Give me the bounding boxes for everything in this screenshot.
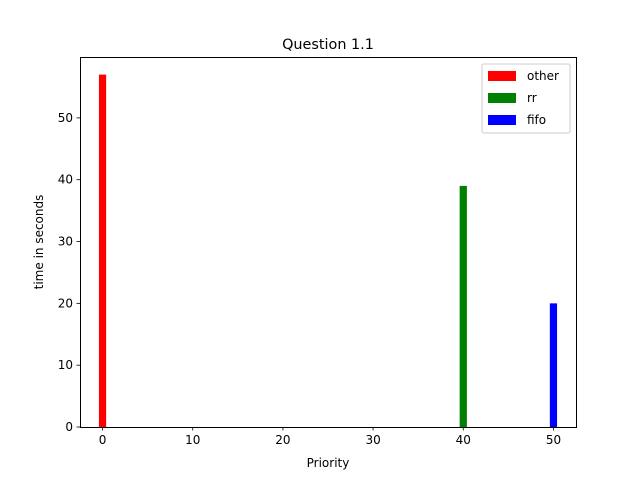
y-tick-label-5: 50	[58, 111, 73, 125]
legend-swatch-fifo	[488, 115, 516, 125]
y-axis-label: time in seconds	[32, 195, 46, 290]
plot-frame	[80, 57, 577, 428]
y-tick-label-4: 40	[58, 173, 73, 187]
bar-other-0	[98, 74, 107, 427]
legend-swatch-other	[488, 71, 516, 81]
x-tick-label-3: 30	[365, 433, 380, 447]
bar-fifo-0	[549, 303, 558, 427]
x-tick-label-0: 0	[99, 433, 107, 447]
legend: other rr fifo	[481, 63, 571, 134]
x-tick-label-4: 40	[456, 433, 471, 447]
y-axis-ticks: 0 10 20 30 40 50	[58, 111, 80, 434]
bars-layer	[98, 74, 558, 427]
legend-label-fifo: fifo	[527, 113, 546, 127]
chart-title: Question 1.1	[282, 37, 374, 53]
x-tick-label-5: 50	[546, 433, 561, 447]
legend-label-rr: rr	[527, 91, 537, 105]
y-tick-label-1: 10	[58, 358, 73, 372]
legend-swatch-rr	[488, 93, 516, 103]
x-axis-ticks: 0 10 20 30 40 50	[99, 427, 561, 447]
bar-rr-0	[459, 185, 467, 427]
x-tick-label-2: 20	[275, 433, 290, 447]
y-tick-label-0: 0	[65, 420, 73, 434]
x-tick-label-1: 10	[185, 433, 200, 447]
legend-label-other: other	[527, 69, 559, 83]
y-tick-label-2: 20	[58, 296, 73, 310]
y-tick-label-3: 30	[58, 235, 73, 249]
x-axis-label: Priority	[307, 456, 350, 470]
